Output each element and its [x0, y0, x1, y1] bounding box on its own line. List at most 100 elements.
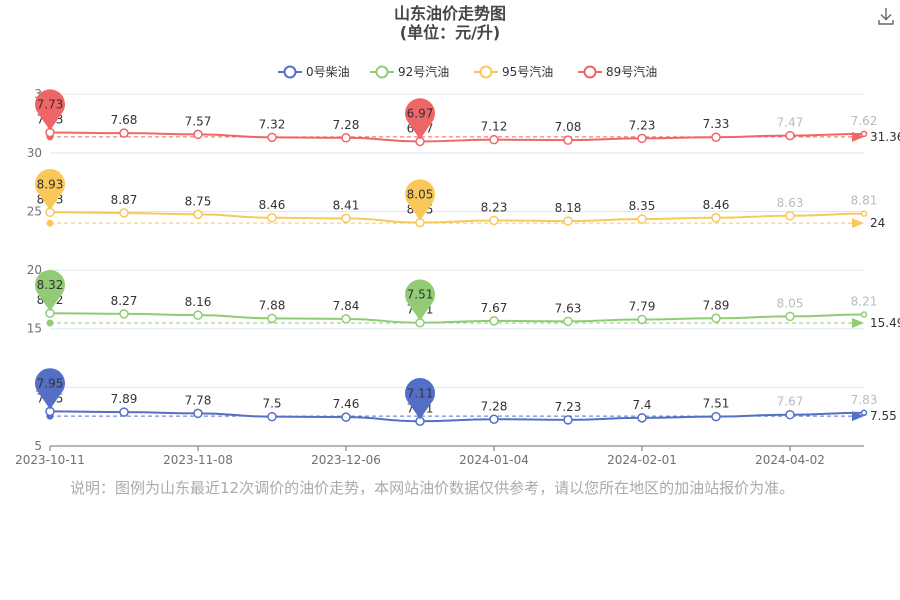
- data-point: [860, 311, 868, 318]
- min-marker: 7.11: [405, 378, 436, 420]
- marker-pin-label: 8.93: [37, 177, 64, 191]
- data-point: [637, 133, 647, 144]
- download-icon[interactable]: [876, 6, 896, 26]
- series-lines: [45, 127, 868, 427]
- data-point: [785, 211, 795, 221]
- data-point: [489, 134, 499, 145]
- data-point: [860, 130, 868, 138]
- data-label: 8.87: [111, 193, 138, 207]
- data-point: [711, 213, 721, 223]
- legend-item[interactable]: 89号汽油: [578, 64, 657, 79]
- data-point: [193, 310, 203, 320]
- data-point: [785, 130, 795, 141]
- data-label: 7.62: [851, 114, 878, 128]
- data-point: [860, 210, 868, 217]
- data-point: [119, 309, 129, 319]
- legend-item[interactable]: 92号汽油: [370, 64, 449, 79]
- x-tick-label: 2024-02-01: [607, 453, 677, 467]
- data-label: 7.78: [185, 393, 212, 407]
- x-axis: 2023-10-11 2023-11-08 2023-12-06 2024-01-04…: [15, 445, 864, 467]
- series-line: [49, 410, 865, 423]
- legend-swatch-marker: [583, 65, 597, 79]
- data-label: 7.57: [185, 114, 212, 128]
- data-label: 8.75: [185, 194, 212, 208]
- chart-subtitle: (单位：元/升): [399, 23, 501, 42]
- x-tick-label: 2023-11-08: [163, 453, 233, 467]
- data-label: 8.46: [703, 198, 730, 212]
- data-label: 8.46: [259, 198, 286, 212]
- data-label: 8.27: [111, 294, 138, 308]
- data-point: [637, 314, 647, 325]
- data-label: 8.21: [851, 295, 878, 309]
- data-label: 7.79: [629, 299, 656, 313]
- y-tick-label: 3: [34, 87, 42, 101]
- min-marker: 6.97: [405, 98, 435, 140]
- average-lines: 7.55 15.49 24 31.36: [46, 130, 900, 423]
- data-point: [119, 407, 129, 417]
- average-label: 7.55: [870, 409, 897, 423]
- data-label: 7.23: [555, 400, 582, 414]
- data-label: 8.41: [333, 198, 360, 212]
- y-tick-label: 5: [34, 439, 42, 453]
- marker-pin-label: 7.11: [407, 386, 434, 400]
- marker-pin-label: 7.51: [407, 288, 434, 302]
- data-point: [489, 316, 499, 326]
- data-point: [785, 409, 795, 420]
- data-label: 7.28: [333, 118, 360, 132]
- max-marker: 8.32: [35, 270, 65, 312]
- average-arrow: [852, 317, 864, 328]
- marker-pin-shape: [35, 89, 65, 131]
- min-marker: 7.51: [405, 279, 436, 321]
- marker-pin-shape: [405, 279, 436, 321]
- marker-pin-label: 8.05: [407, 188, 434, 202]
- max-marker: 8.93: [35, 169, 65, 211]
- data-point: [637, 413, 647, 423]
- legend-label: 92号汽油: [398, 64, 449, 79]
- max-marker: 7.95: [35, 368, 65, 410]
- chart-title: 山东油价走势图: [393, 4, 506, 23]
- legend-item[interactable]: 0号柴油: [278, 65, 350, 79]
- x-tick-label: 2024-04-02: [755, 453, 825, 467]
- data-label: 7.46: [333, 397, 360, 411]
- y-tick-label: 30: [27, 146, 42, 160]
- max-marker: 7.73: [35, 89, 65, 131]
- data-label: 7.51: [703, 397, 730, 411]
- data-label: 8.35: [629, 199, 656, 213]
- average-arrow: [852, 218, 864, 229]
- average-label: 24: [870, 216, 885, 230]
- legend-item[interactable]: 95号汽油: [474, 64, 553, 79]
- data-label: 7.5: [262, 397, 281, 411]
- data-label: 7.84: [333, 299, 360, 313]
- data-point: [785, 311, 795, 322]
- data-point: [637, 214, 647, 224]
- y-tick-label: 20: [27, 263, 42, 277]
- data-point: [267, 411, 277, 422]
- marker-pin-shape: [405, 98, 435, 140]
- data-label: 8.18: [555, 201, 582, 215]
- data-point: [489, 215, 499, 226]
- marker-pin-label: 7.73: [37, 98, 64, 112]
- marker-pin-label: 6.97: [407, 106, 434, 120]
- data-point: [489, 414, 499, 425]
- legend-label: 95号汽油: [502, 64, 553, 79]
- value-labels: 7.95 7.89 7.78 7.5 7.46 7.11 7.28 7.23 7.4 7.51 7.…: [37, 113, 878, 416]
- data-label: 8.63: [777, 196, 804, 210]
- data-label: 7.33: [703, 117, 730, 131]
- data-label: 7.67: [481, 301, 508, 315]
- data-point: [563, 216, 573, 226]
- legend-label: 89号汽油: [606, 64, 657, 79]
- series-line: [49, 211, 865, 224]
- data-point: [563, 316, 573, 327]
- average-label: 31.36: [870, 130, 900, 144]
- x-tick-label: 2023-12-06: [311, 453, 381, 467]
- legend[interactable]: 0号柴油 92号汽油 95号汽油 89号汽油: [278, 64, 657, 79]
- marker-pin-label: 8.32: [37, 278, 64, 292]
- data-point: [341, 412, 351, 422]
- data-point: [563, 415, 573, 425]
- chart-title-block: 山东油价走势图 (单位：元/升): [0, 4, 900, 42]
- data-label: 7.47: [777, 116, 804, 130]
- data-label: 7.63: [555, 301, 582, 315]
- data-label: 7.89: [111, 392, 138, 406]
- y-tick-label: 25: [27, 204, 42, 218]
- legend-swatch-marker: [375, 65, 389, 79]
